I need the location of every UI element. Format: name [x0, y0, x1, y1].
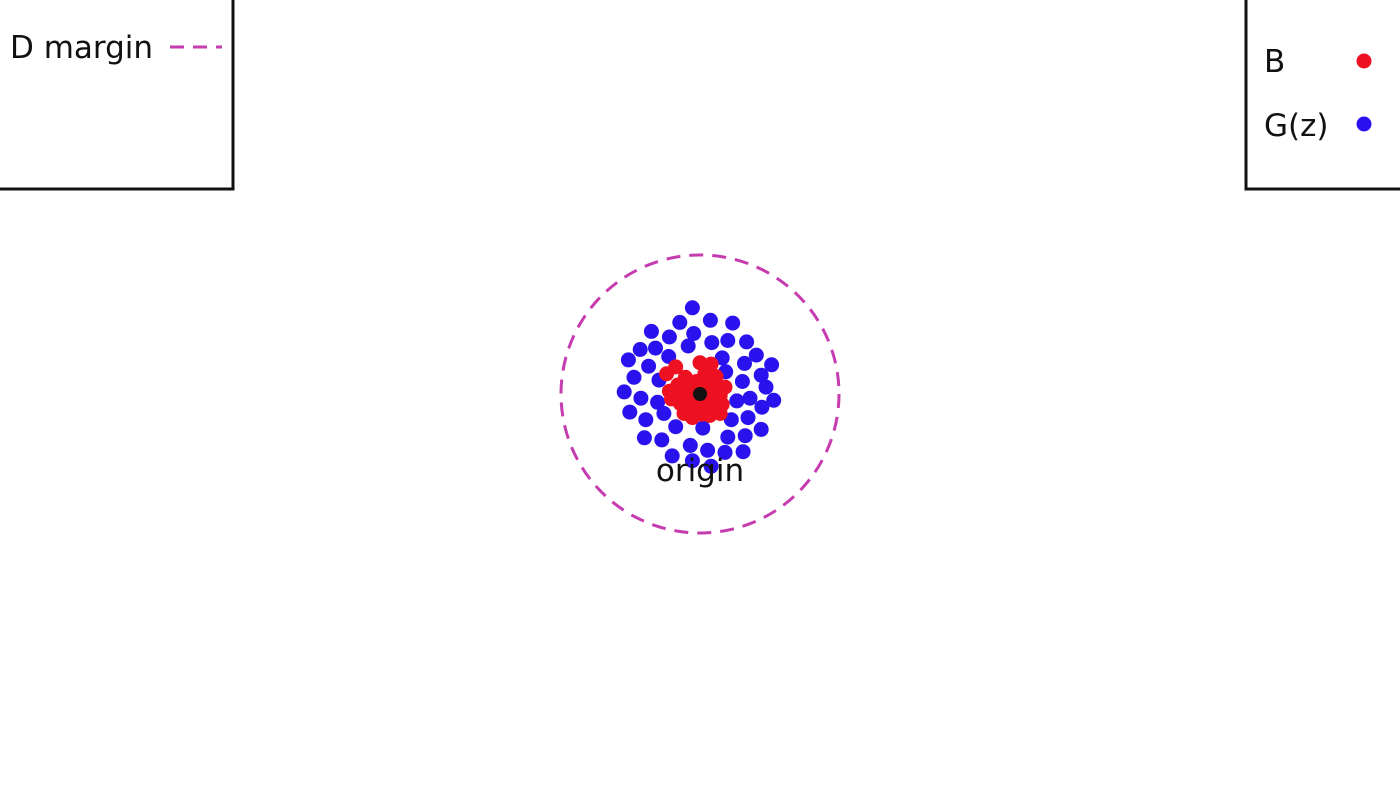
g-point-35: [638, 412, 654, 428]
g-point-24: [734, 374, 750, 389]
g-point-51: [703, 458, 719, 474]
g-point-12: [680, 338, 696, 354]
g-point-42: [654, 432, 670, 448]
legend-right-frame: [1244, 0, 1400, 191]
g-point-48: [735, 444, 751, 460]
g-point-4: [643, 323, 659, 339]
g-point-30: [729, 393, 745, 409]
g-point-1: [672, 314, 688, 330]
g-point-36: [723, 412, 739, 428]
g-point-49: [664, 448, 680, 464]
g-point-14: [620, 352, 636, 368]
g-point-11: [648, 340, 663, 356]
legend-left: D margin: [0, 0, 235, 191]
g-point-19: [764, 357, 780, 373]
g-point-40: [753, 421, 769, 437]
g-point-10: [632, 342, 648, 357]
origin-label: origin: [656, 453, 744, 489]
g-point-37: [740, 410, 756, 426]
g-point-46: [700, 442, 716, 458]
legend-right: B G(z): [1244, 0, 1400, 191]
g-point-0: [684, 300, 700, 316]
g-point-8: [720, 333, 736, 348]
g-point-29: [742, 390, 758, 406]
legend-gz-label: G(z): [1264, 108, 1328, 144]
legend-b-label: B: [1264, 44, 1285, 80]
g-point-18: [737, 355, 752, 371]
g-point-9: [739, 334, 755, 350]
origin-dot: [693, 387, 707, 401]
legend-gz-marker: [1356, 116, 1372, 132]
g-point-27: [633, 390, 649, 406]
b-point-6: [708, 369, 724, 385]
g-point-41: [636, 430, 652, 446]
g-point-33: [656, 406, 672, 421]
g-point-31: [766, 392, 782, 408]
g-point-13: [748, 347, 764, 363]
g-point-32: [622, 404, 638, 420]
g-point-17: [641, 358, 657, 374]
g-point-39: [695, 420, 711, 436]
g-points-group: [616, 300, 782, 474]
g-point-26: [616, 384, 632, 400]
g-point-28: [650, 394, 666, 410]
g-point-20: [753, 367, 769, 383]
g-point-38: [668, 419, 684, 435]
g-point-44: [737, 428, 753, 444]
legend-left-frame: [0, 0, 235, 191]
g-point-50: [684, 453, 700, 469]
g-point-16: [714, 350, 730, 366]
g-point-45: [720, 429, 736, 445]
b-point-3: [659, 366, 675, 382]
g-point-21: [626, 369, 642, 385]
g-point-34: [754, 399, 770, 415]
g-point-7: [704, 335, 720, 351]
g-point-3: [725, 315, 741, 331]
b-points-group: [659, 355, 733, 426]
g-point-25: [758, 379, 774, 395]
legend-d-margin-label: D margin: [10, 30, 153, 66]
g-point-43: [682, 437, 698, 453]
legend-b-marker: [1356, 53, 1372, 69]
g-point-47: [717, 444, 733, 460]
g-point-6: [686, 326, 702, 341]
d-margin-circle: [559, 253, 841, 535]
g-point-5: [661, 329, 677, 345]
g-point-2: [702, 312, 718, 328]
b-point-28: [684, 410, 700, 426]
b-point-27: [712, 406, 728, 421]
